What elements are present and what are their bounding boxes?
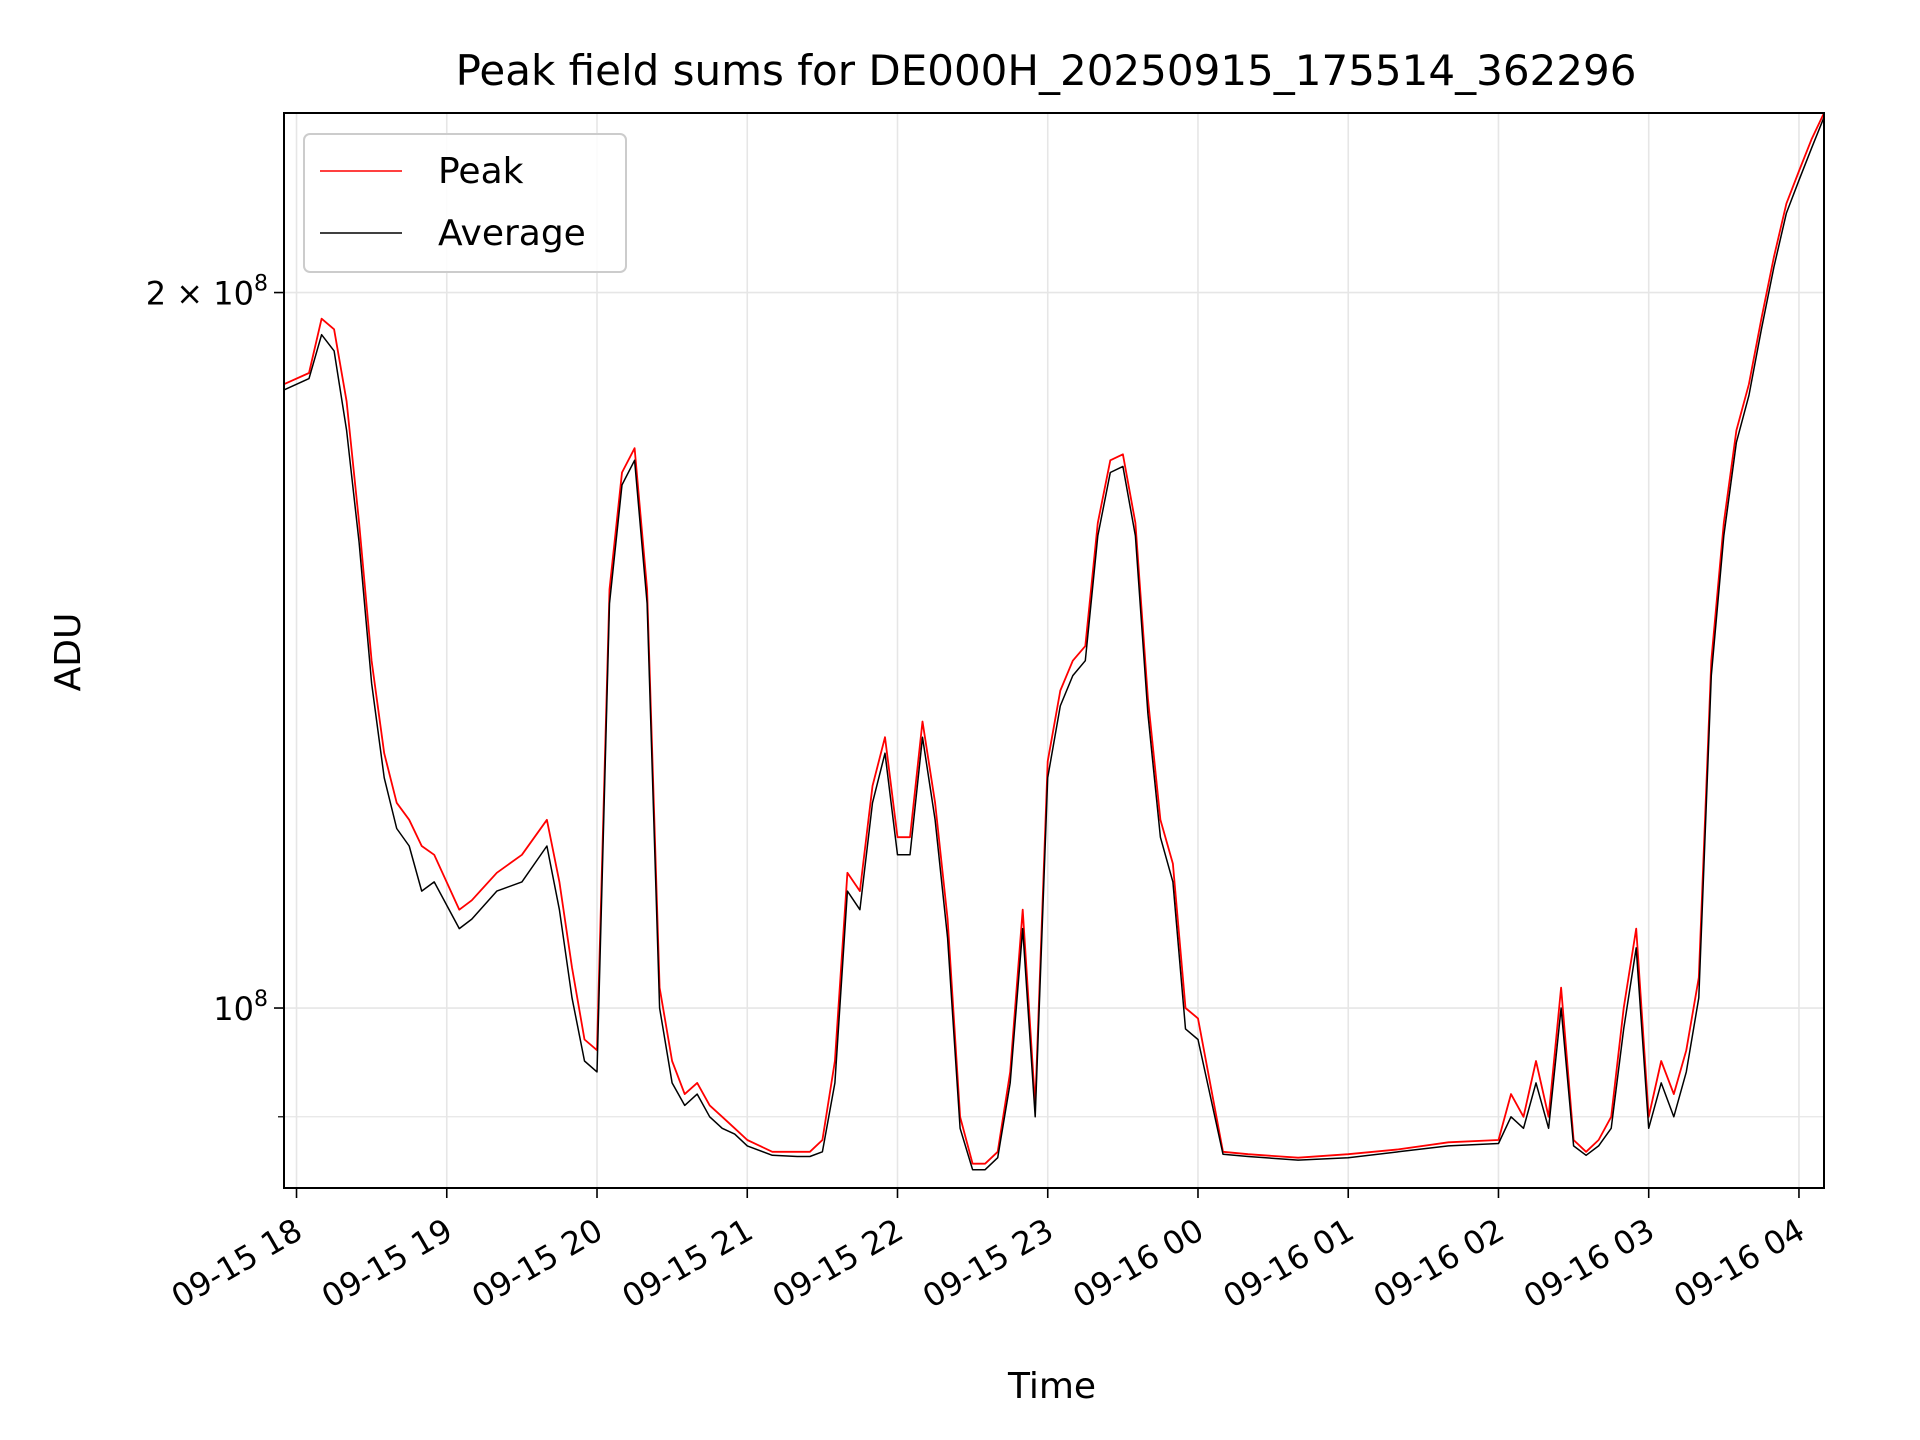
plot-frame xyxy=(283,112,1825,1189)
y-tick-label: 2 × 108 xyxy=(146,272,268,313)
legend-label-peak: Peak xyxy=(438,151,524,192)
x-axis-label: Time xyxy=(1007,1366,1096,1407)
y-axis-label: ADU xyxy=(48,613,89,692)
grid xyxy=(284,113,1824,1188)
series-line-peak xyxy=(283,112,1825,1165)
series-line-average xyxy=(283,117,1825,1171)
legend: Peak Average xyxy=(303,133,627,273)
plot-lines xyxy=(283,112,1825,1171)
y-axis-ticks: 108 2 × 108 xyxy=(146,272,284,1118)
y-tick-label: 108 xyxy=(213,987,268,1028)
chart-title: Peak field sums for DE000H_20250915_1755… xyxy=(456,46,1637,95)
legend-box xyxy=(303,133,627,273)
legend-label-average: Average xyxy=(438,213,586,254)
